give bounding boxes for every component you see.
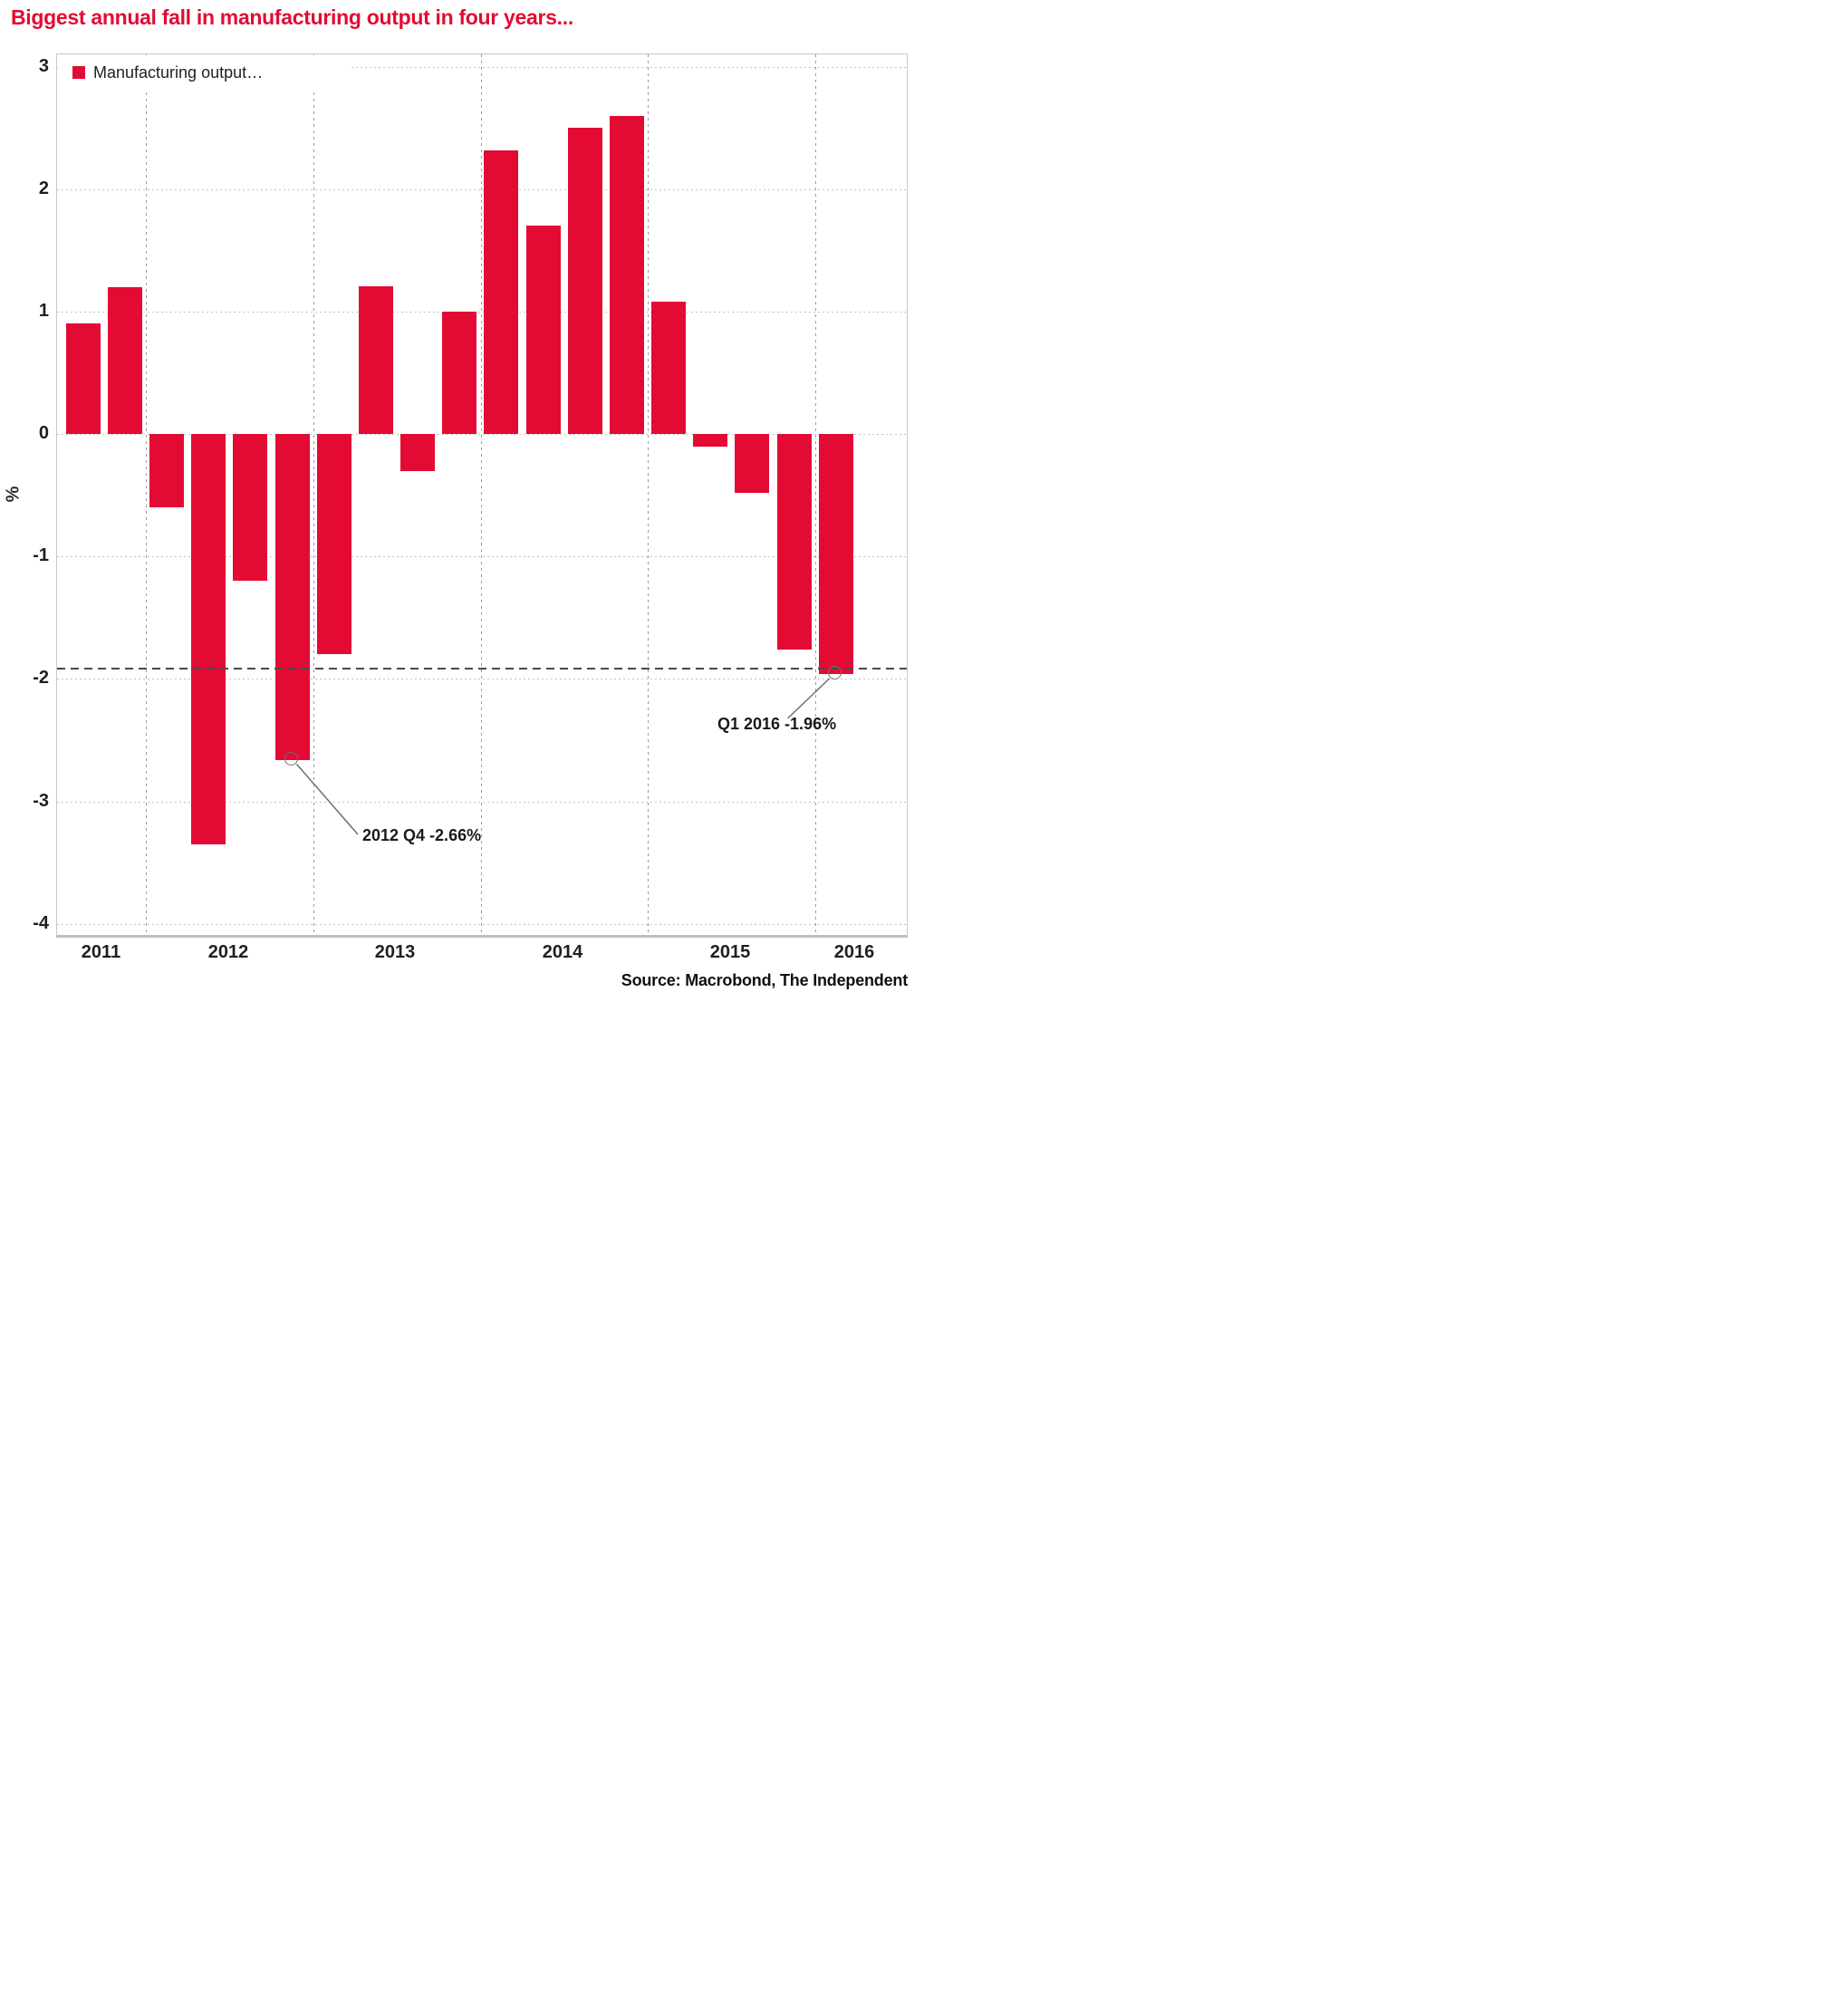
y-tick-label-0: 0 xyxy=(38,423,49,443)
y-axis-title: % xyxy=(3,486,24,503)
y-tick-label-2: 2 xyxy=(38,178,49,198)
bar-2012-q4 xyxy=(274,434,310,760)
annotation-label-0: 2012 Q4 -2.66% xyxy=(362,826,482,844)
bar-2015-q2 xyxy=(693,434,728,447)
chart-title: Biggest annual fall in manufacturing out… xyxy=(11,5,573,29)
y-tick-label-1: 1 xyxy=(38,300,49,321)
x-tick-label-2015: 2015 xyxy=(709,942,751,962)
bar-2015-q1 xyxy=(651,302,686,434)
legend-swatch-icon xyxy=(72,66,85,79)
bar-2014-q4 xyxy=(609,115,644,434)
gridline-y--1 xyxy=(57,556,907,558)
year-divider-1 xyxy=(313,54,314,935)
bar-2011-q3 xyxy=(65,323,101,434)
year-divider-0 xyxy=(146,54,147,935)
y-tick-label--4: -4 xyxy=(33,912,49,933)
year-divider-4 xyxy=(815,54,816,935)
gridline-y-1 xyxy=(57,311,907,313)
x-tick-label-2011: 2011 xyxy=(81,942,121,962)
annotation-label-1: Q1 2016 -1.96% xyxy=(717,715,837,733)
annotation-circle-0 xyxy=(284,752,298,766)
bar-2013-q3 xyxy=(400,434,435,471)
x-tick-label-2014: 2014 xyxy=(542,942,583,962)
y-tick-label-3: 3 xyxy=(38,55,49,76)
x-tick-label-2012: 2012 xyxy=(207,942,249,962)
bar-2014-q1 xyxy=(484,149,519,434)
bar-2011-q4 xyxy=(107,286,142,434)
gridline-y-3 xyxy=(57,66,907,68)
bar-2014-q2 xyxy=(525,226,561,434)
year-divider-2 xyxy=(480,54,482,935)
gridline-y-0 xyxy=(57,434,907,435)
reference-dashed-line xyxy=(57,668,907,670)
bar-2016-q1 xyxy=(818,434,853,674)
bar-2015-q3 xyxy=(735,434,770,493)
bar-2014-q3 xyxy=(567,128,602,434)
x-tick-label-2013: 2013 xyxy=(374,942,416,962)
legend-label: Manufacturing output… xyxy=(93,63,264,82)
bar-2012-q3 xyxy=(233,434,268,582)
bar-2015-q4 xyxy=(776,434,812,650)
year-divider-3 xyxy=(647,54,649,935)
bar-2013-q1 xyxy=(316,434,351,655)
bar-2012-q1 xyxy=(149,434,184,508)
bar-2013-q2 xyxy=(358,285,393,434)
y-tick-label--3: -3 xyxy=(33,790,49,811)
gridline-y-2 xyxy=(57,188,907,190)
bar-2013-q4 xyxy=(442,311,477,435)
legend: Manufacturing output… xyxy=(58,55,350,90)
chart-figure: Biggest annual fall in manufacturing out… xyxy=(0,0,924,1002)
annotation-circle-1 xyxy=(828,666,842,680)
plot-area: Manufacturing output… xyxy=(56,53,908,938)
gridline-y--3 xyxy=(57,801,907,803)
y-tick-label--2: -2 xyxy=(33,668,49,689)
source-credit: Source: Macrobond, The Independent xyxy=(621,971,908,989)
gridline-y--4 xyxy=(57,923,907,925)
x-tick-label-2016: 2016 xyxy=(833,942,875,962)
bar-2012-q2 xyxy=(191,434,226,844)
y-tick-label--1: -1 xyxy=(33,545,49,566)
